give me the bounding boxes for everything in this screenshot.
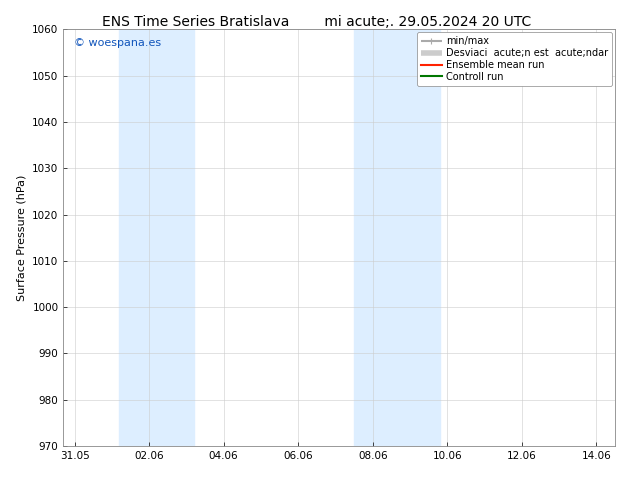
Text: ENS Time Series Bratislava        mi acute;. 29.05.2024 20 UTC: ENS Time Series Bratislava mi acute;. 29… [102,15,532,29]
Bar [119,29,194,446]
Text: © woespana.es: © woespana.es [74,38,162,48]
Y-axis label: Surface Pressure (hPa): Surface Pressure (hPa) [16,174,27,301]
Legend: min/max, Desviaci  acute;n est  acute;ndar, Ensemble mean run, Controll run: min/max, Desviaci acute;n est acute;ndar… [417,32,612,86]
Bar [354,29,440,446]
